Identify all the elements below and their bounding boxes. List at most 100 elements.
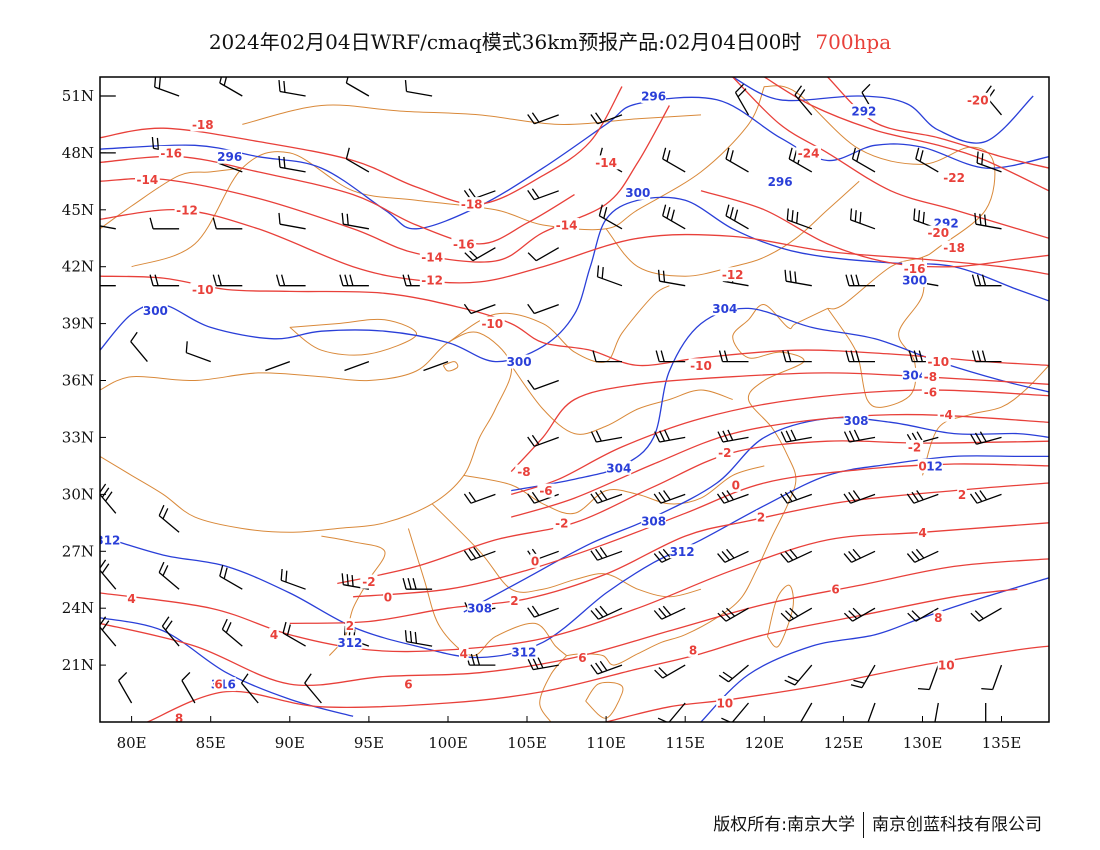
wind-barb-feather: [906, 493, 915, 504]
wind-barb-feather: [468, 249, 478, 259]
wind-barb-feather: [794, 271, 797, 283]
wind-barb-feather: [726, 548, 735, 559]
isotherm-label--8-bg: [515, 464, 533, 479]
wind-barb: [655, 350, 686, 363]
wind-barb: [118, 671, 133, 704]
isotherm-label--18-bg: [941, 240, 967, 255]
wind-barb: [971, 350, 1002, 363]
wind-barb-feather: [911, 610, 921, 620]
wind-barb: [265, 360, 291, 372]
height-label-296: 296: [641, 90, 666, 104]
wind-barb: [657, 269, 686, 287]
boundary-northeast-border: [764, 85, 996, 310]
wind-barb: [780, 429, 812, 443]
isotherm-label--18: -18: [943, 241, 965, 255]
wind-barb-feather: [843, 553, 852, 563]
wind-barb: [780, 548, 813, 563]
wind-barb-feather: [162, 565, 169, 576]
wind-barb-feather: [861, 83, 871, 93]
wind-barb-feather: [721, 550, 730, 561]
wind-barb: [130, 331, 148, 363]
isotherm-label-2-bg: [509, 593, 520, 608]
wind-barb: [158, 504, 180, 533]
wind-barb-shaft: [934, 702, 939, 722]
wind-barb-feather: [404, 630, 408, 642]
wind-barb: [280, 568, 306, 590]
wind-barb-feather: [240, 673, 249, 684]
wind-barb-feather: [917, 687, 930, 691]
isotherm-label-0-bg: [731, 477, 741, 492]
isotherm-label--20: -20: [927, 226, 949, 240]
wind-barb: [278, 212, 306, 230]
wind-barb: [843, 490, 876, 504]
x-tick-label: 100E: [428, 734, 468, 752]
isotherm-label--2: -2: [555, 516, 568, 530]
wind-barb-feather: [468, 188, 477, 199]
wind-barb-feather: [223, 77, 228, 86]
wind-barb-feather: [402, 274, 407, 286]
isotherm-label--16-bg: [451, 236, 477, 251]
y-tick-label: 36N: [62, 372, 94, 390]
wind-barb-feather: [161, 616, 170, 627]
isotherm-label--10: -10: [192, 283, 214, 297]
wind-barb-feather: [283, 80, 286, 93]
boundary-north-border: [131, 86, 765, 268]
wind-barb: [402, 578, 433, 590]
wind-barb-feather: [603, 207, 608, 219]
wind-barb-feather: [527, 303, 535, 314]
wind-barb-feather: [785, 610, 795, 620]
wind-barb-feather: [853, 679, 865, 684]
height-label-296-bg: [217, 149, 243, 164]
wind-barb-feather: [662, 147, 667, 160]
wind-barb-feather: [794, 85, 803, 96]
wind-barb: [843, 429, 876, 443]
isotherm-label-4-bg: [917, 525, 928, 540]
wind-barb: [717, 548, 749, 563]
wind-barb-feather: [780, 612, 790, 622]
wind-barb-shaft: [304, 682, 322, 704]
height-label-308: 308: [467, 602, 492, 616]
wind-barb-feather: [666, 150, 671, 162]
wind-barb-feather: [158, 504, 165, 516]
wind-barb-feather: [984, 214, 987, 227]
isotherm-10: [605, 645, 1049, 722]
wind-barb-shaft: [534, 379, 559, 391]
wind-barb: [304, 673, 322, 704]
wind-barb-feather: [223, 567, 228, 579]
wind-barb: [282, 621, 306, 647]
wind-barb: [849, 208, 876, 230]
wind-barb: [596, 265, 623, 287]
wind-barb: [653, 490, 686, 504]
wind-barb: [784, 664, 813, 686]
height-contour-300: [100, 196, 1049, 363]
wind-barb-feather: [859, 211, 862, 224]
wind-barb-shaft: [976, 436, 1002, 445]
wind-barb-feather: [464, 252, 474, 262]
isotherm-label--12-bg: [419, 273, 445, 287]
isotherm-label--10-bg: [190, 282, 216, 297]
wind-barb-feather: [784, 679, 796, 686]
wind-barb-feather: [537, 657, 544, 669]
wind-barb-feather: [852, 548, 861, 559]
isotherm-label-6: 6: [214, 678, 222, 692]
wind-barb: [240, 673, 259, 704]
wind-barb-feather: [351, 575, 354, 587]
wind-barb-shaft: [186, 352, 211, 363]
wind-barb-feather: [790, 429, 797, 441]
wind-barb-feather: [278, 80, 281, 92]
wind-barb-feather: [341, 212, 344, 225]
height-label-308: 308: [641, 514, 666, 528]
wind-barb: [149, 217, 180, 230]
wind-barb-feather: [212, 274, 217, 286]
wind-barb: [917, 664, 939, 691]
height-label-312: 312: [337, 636, 362, 650]
boundary-vietnam-coast: [539, 655, 567, 722]
wind-barb-feather: [468, 491, 477, 502]
wind-barb: [794, 85, 813, 116]
isotherm-label--4: -4: [940, 408, 953, 422]
wind-barb: [590, 430, 623, 443]
wind-barb-feather: [787, 675, 799, 682]
wind-barb: [782, 350, 812, 363]
wind-barb-shaft: [785, 280, 812, 287]
wind-barb-feather: [404, 80, 408, 92]
